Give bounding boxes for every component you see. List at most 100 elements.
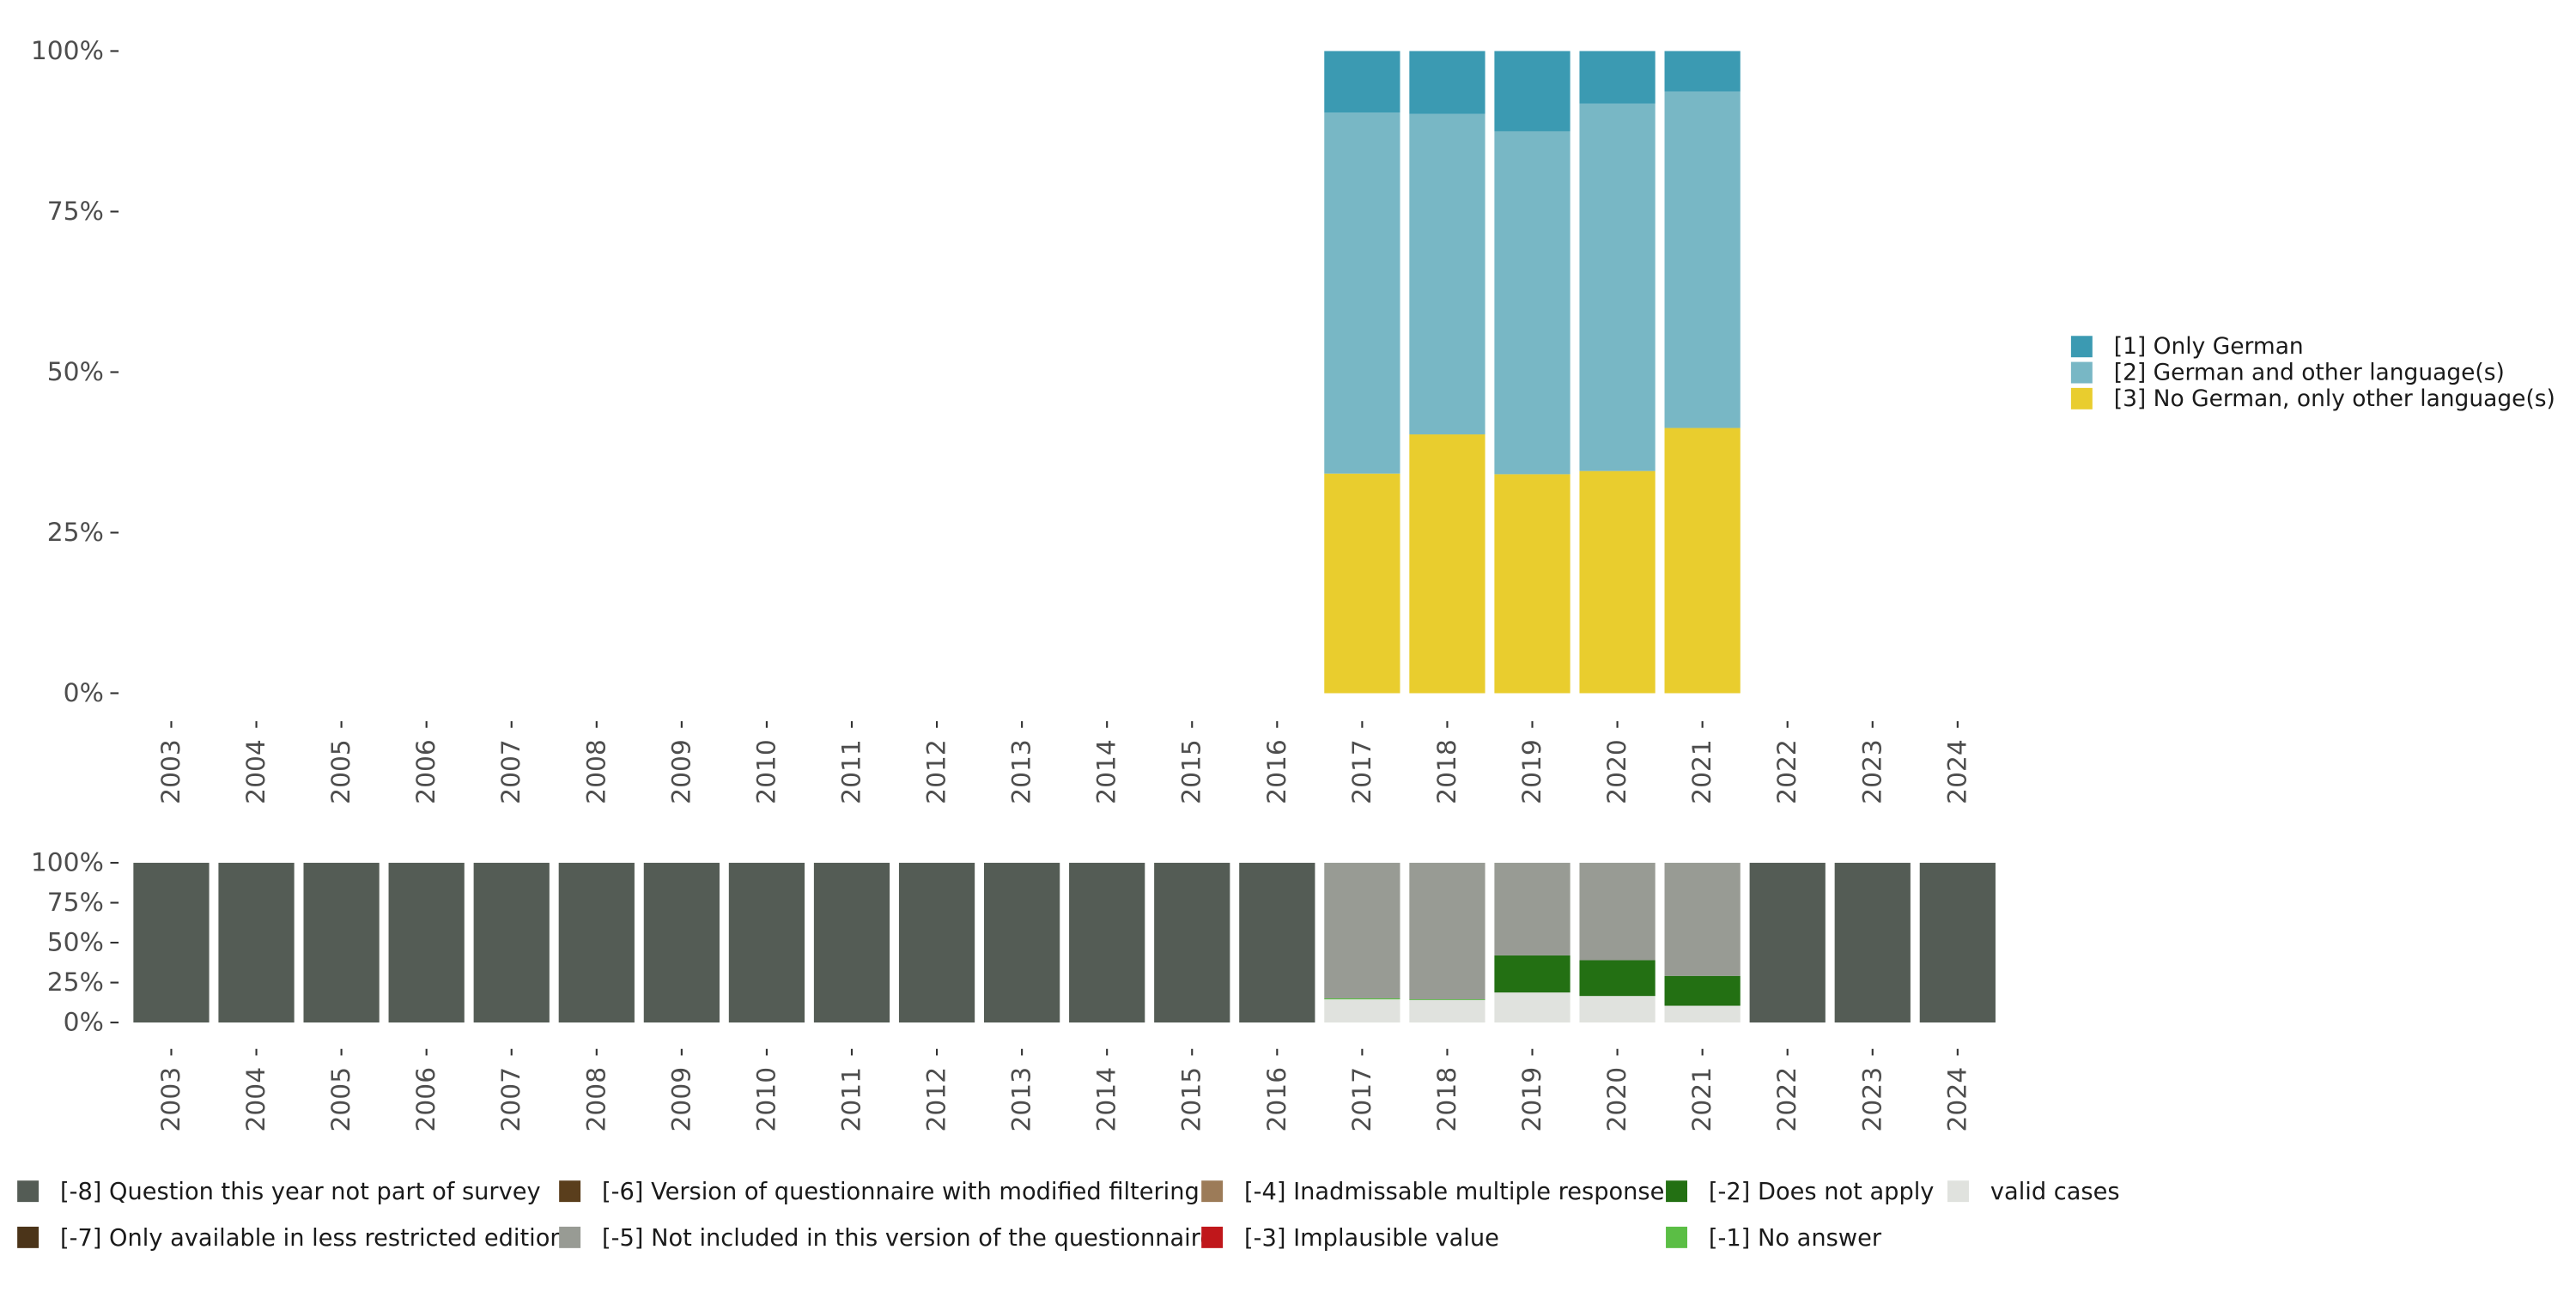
bar-segment [1494,51,1571,131]
legend-swatch [559,1226,581,1248]
x-tick-label: 2014 [1092,739,1122,804]
bar-segment [1324,112,1400,474]
legend-swatch [1666,1226,1687,1248]
x-tick-label: 2016 [1262,1067,1292,1132]
legend-swatch [2070,387,2093,409]
y-tick-label: 25% [47,967,104,998]
bar-segment [1324,863,1400,998]
x-tick-label: 2019 [1517,739,1547,804]
bar-segment [1494,992,1571,1023]
bar-segment [1494,130,1571,475]
bar-segment [1154,863,1230,1023]
bar-segment [1324,998,1400,1000]
x-tick-label: 2017 [1347,739,1377,804]
bar-segment [1834,863,1911,1023]
x-tick-label: 2024 [1942,1067,1972,1132]
x-tick-label: 2008 [581,1067,611,1132]
bar-segment [1579,51,1656,104]
x-tick-label: 2003 [156,1067,186,1132]
x-tick-label: 2014 [1092,1067,1122,1132]
bar-segment [813,863,890,1023]
x-tick-label: 2023 [1857,1067,1887,1132]
legend-label: [2] German and other language(s) [2114,360,2505,386]
bar-segment [1664,91,1741,428]
bar-segment [1324,999,1400,1023]
bar-segment [388,863,465,1023]
x-tick-label: 2006 [411,1067,441,1132]
legend-label: [-2] Does not apply [1709,1179,1935,1205]
legend-label: [-6] Version of questionnaire with modif… [602,1179,1200,1205]
y-tick-label: 0% [64,678,104,708]
legend-label: [-4] Inadmissable multiple response [1244,1179,1664,1205]
x-tick-label: 2010 [751,1067,781,1132]
bar-segment [1664,1005,1741,1023]
bar-segment [1579,996,1656,1023]
x-tick-label: 2023 [1857,739,1887,804]
x-tick-label: 2022 [1772,739,1802,804]
bar-segment [898,863,975,1023]
y-tick-label: 25% [47,518,104,548]
legend-label: [1] Only German [2114,333,2304,360]
x-tick-label: 2011 [836,739,866,804]
legend-label: valid cases [1990,1179,2120,1205]
bar-segment [1579,470,1656,694]
bar-segment [984,863,1060,1023]
legend-label: [-3] Implausible value [1244,1225,1499,1252]
legend-swatch [2070,361,2093,384]
legend-swatch [1947,1180,1969,1203]
bar-segment [1579,960,1656,997]
x-tick-label: 2015 [1177,739,1207,804]
legend-label: [-8] Question this year not part of surv… [60,1179,541,1205]
bar-segment [1919,863,1996,1023]
x-tick-label: 2018 [1432,739,1462,804]
x-tick-label: 2021 [1687,1067,1717,1132]
x-tick-label: 2017 [1347,1067,1377,1132]
x-tick-label: 2022 [1772,1067,1802,1132]
y-tick-label: 100% [31,848,104,878]
bar-segment [1239,863,1315,1023]
bar-segment [1664,51,1741,92]
x-tick-label: 2024 [1942,739,1972,804]
bar-segment [1579,863,1656,961]
bar-segment [1409,863,1485,1000]
legend-swatch [559,1180,581,1203]
x-tick-label: 2016 [1262,739,1292,804]
y-tick-label: 0% [64,1008,104,1038]
x-tick-label: 2015 [1177,1067,1207,1132]
legend-label: [-5] Not included in this version of the… [602,1225,1214,1252]
bar-segment [1324,51,1400,113]
bar-segment [1664,975,1741,1006]
bar-segment [558,863,635,1023]
bar-segment [1324,473,1400,694]
bar-segment [1409,434,1485,694]
bar-segment [473,863,550,1023]
bar-segment [1494,955,1571,993]
bar-segment [218,863,295,1023]
y-tick-label: 100% [31,36,104,66]
bar-segment [1409,1000,1485,1023]
bar-segment [303,863,380,1023]
bar-segment [1749,863,1826,1023]
legend-swatch [2070,336,2093,358]
x-tick-label: 2006 [411,739,441,804]
x-tick-label: 2004 [241,739,271,804]
x-tick-label: 2005 [326,739,356,804]
x-tick-label: 2007 [496,1067,526,1132]
bar-segment [1409,51,1485,114]
x-tick-label: 2019 [1517,1067,1547,1132]
x-tick-label: 2010 [751,739,781,804]
x-tick-label: 2007 [496,739,526,804]
legend-swatch [1666,1180,1687,1203]
legend-label: [3] No German, only other language(s) [2114,385,2555,412]
legend-swatch [17,1180,39,1203]
bar-segment [643,863,720,1023]
legend-label: [-1] No answer [1709,1225,1882,1252]
bar-segment [1664,428,1741,694]
x-tick-label: 2018 [1432,1067,1462,1132]
x-tick-label: 2020 [1602,1067,1632,1132]
x-tick-label: 2005 [326,1067,356,1132]
x-tick-label: 2013 [1007,1067,1037,1132]
bar-segment [1494,474,1571,694]
bar-segment [728,863,805,1023]
